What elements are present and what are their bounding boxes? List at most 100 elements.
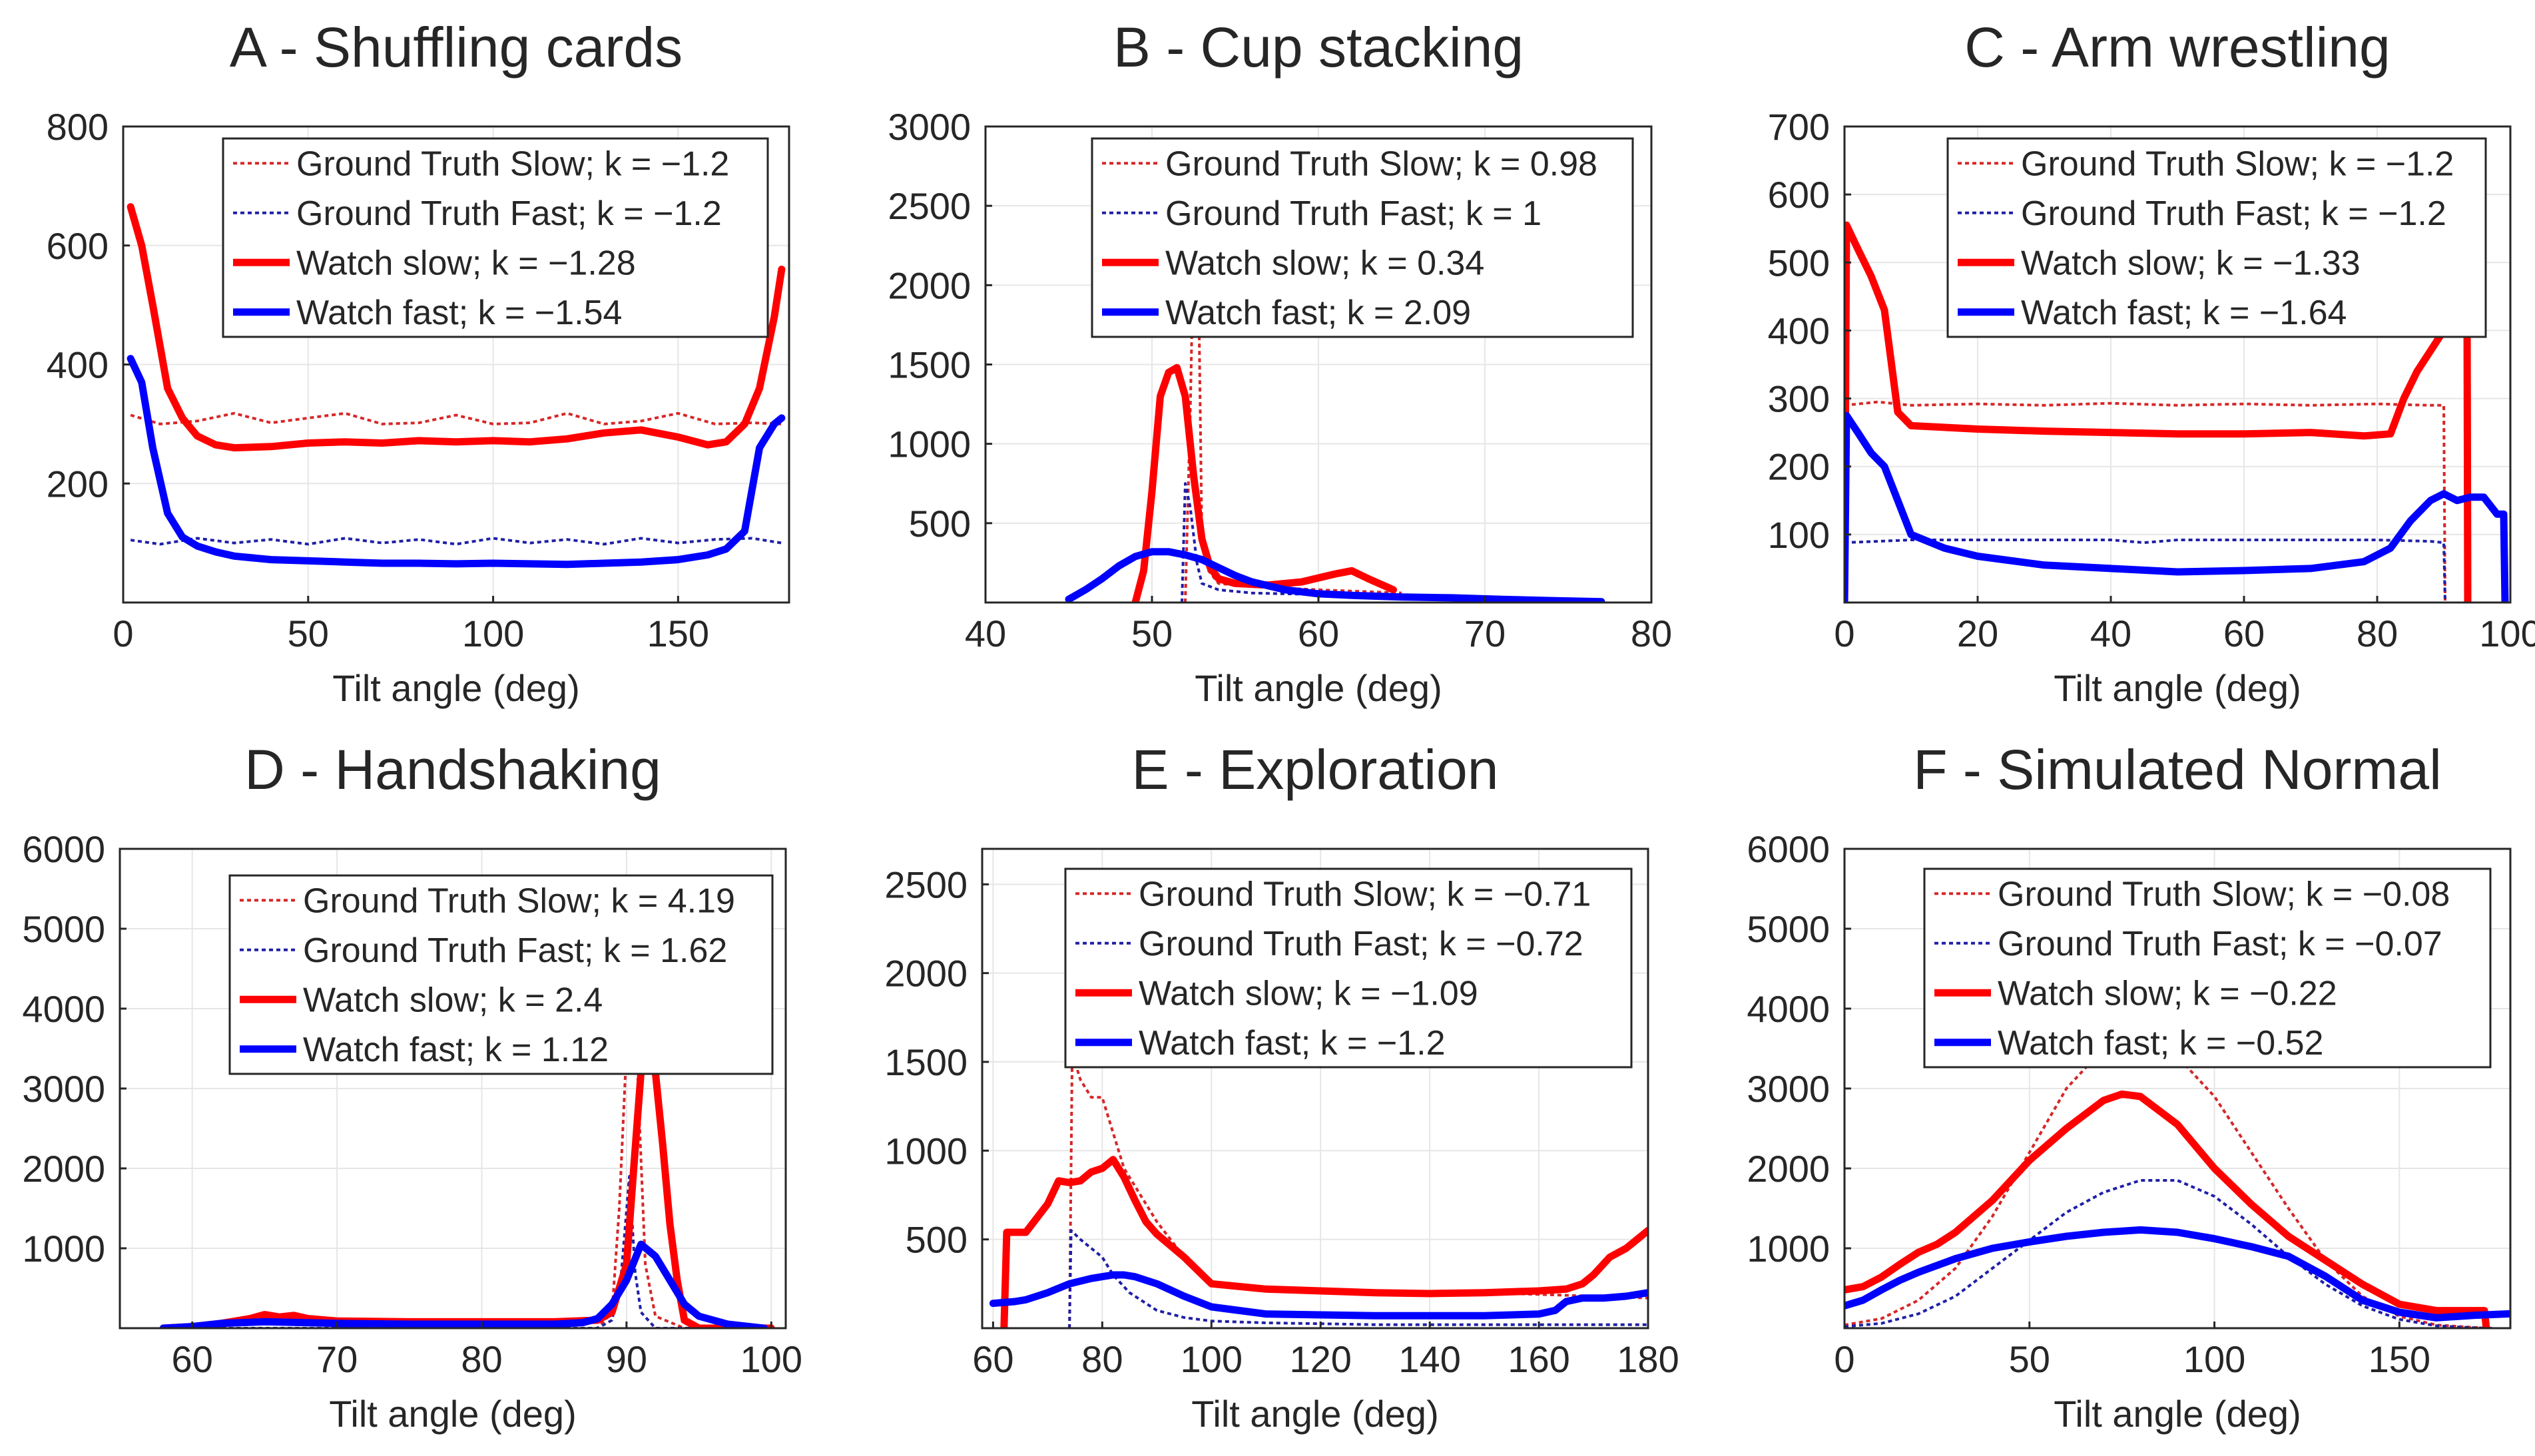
y-tick-label: 700 — [1768, 106, 1830, 148]
legend-entry: Watch fast; k = −0.52 — [1998, 1024, 2323, 1063]
x-tick-label: 50 — [288, 612, 329, 654]
legend-entry: Watch slow; k = 2.4 — [303, 981, 603, 1019]
legend-entry: Watch slow; k = −0.22 — [1998, 974, 2337, 1013]
y-tick-label: 1500 — [888, 344, 971, 386]
legend-box — [228, 874, 774, 1075]
y-tick-label: 2500 — [888, 185, 971, 227]
y-tick-label: 500 — [906, 1219, 968, 1261]
y-tick-label: 2000 — [884, 953, 968, 995]
y-tick-label: 5000 — [22, 908, 105, 950]
legend: Ground Truth Slow; k = −0.08 Ground Truth… — [1923, 867, 2492, 1069]
series-line-ground-truth-fast — [1068, 1229, 1648, 1328]
series-line-ground-truth-fast — [1844, 539, 2446, 603]
series-line-ground-truth-fast — [1181, 482, 1602, 603]
x-tick-label: 50 — [1131, 612, 1173, 654]
legend-entry: Ground Truth Slow; k = 0.98 — [1165, 144, 1597, 183]
chart-title: E - Exploration — [1132, 738, 1499, 801]
y-tick-label: 100 — [1768, 514, 1830, 556]
panel-d-chart: 60 70 80 90 100 1000 2000 3000 4000 5000 6000 Tilt … — [22, 738, 802, 1435]
y-tick-label: 1500 — [884, 1041, 968, 1083]
panel-c-chart: 0 20 40 60 80 100 100 200 300 400 500 600 700 Tilt an… — [1768, 16, 2535, 709]
x-tick-label: 60 — [972, 1338, 1013, 1380]
panel-a-chart: 0 50 100 150 200 400 600 800 Tilt angle (deg) A -… — [47, 16, 790, 709]
x-tick-label: 50 — [2009, 1338, 2050, 1380]
series-line-watch-slow — [1844, 221, 2472, 603]
y-tick-label: 2000 — [888, 264, 971, 306]
legend-entry: Ground Truth Slow; k = −0.08 — [1998, 875, 2450, 913]
x-tick-label: 80 — [2357, 612, 2398, 654]
chart-title: F - Simulated Normal — [1913, 738, 2442, 801]
chart-title: A - Shuffling cards — [230, 16, 683, 79]
y-tick-label: 6000 — [1747, 828, 1830, 870]
x-tick-label: 150 — [647, 612, 709, 654]
legend-entry: Ground Truth Fast; k = 1.62 — [303, 931, 727, 970]
x-tick-label: 0 — [113, 612, 133, 654]
x-tick-label: 0 — [1834, 1338, 1854, 1380]
legend: Ground Truth Slow; k = 0.98 Ground Truth … — [1091, 137, 1634, 338]
x-tick-label: 100 — [1181, 1338, 1243, 1380]
series-line-ground-truth-slow — [1068, 1051, 1648, 1328]
x-axis-label: Tilt angle (deg) — [332, 667, 579, 709]
y-tick-label: 3000 — [888, 106, 971, 148]
legend-entry: Watch slow; k = 0.34 — [1165, 244, 1484, 282]
y-tick-label: 400 — [47, 344, 109, 386]
x-tick-label: 100 — [2479, 612, 2535, 654]
legend-entry: Ground Truth Fast; k = −0.72 — [1139, 925, 1583, 963]
chart-title: C - Arm wrestling — [1964, 16, 2390, 79]
x-axis-label: Tilt angle (deg) — [329, 1393, 576, 1435]
legend-entry: Ground Truth Fast; k = −1.2 — [296, 194, 722, 233]
legend-entry: Ground Truth Slow; k = −0.71 — [1139, 875, 1591, 913]
y-tick-label: 1000 — [1747, 1228, 1830, 1270]
legend-entry: Ground Truth Fast; k = 1 — [1165, 194, 1542, 233]
x-tick-label: 80 — [1631, 612, 1672, 654]
series-line-watch-fast — [127, 355, 786, 569]
series-line-ground-truth-fast — [130, 537, 782, 546]
y-tick-label: 2000 — [22, 1148, 105, 1190]
series-line-ground-truth-fast — [1844, 1179, 2492, 1328]
x-tick-label: 80 — [461, 1338, 502, 1380]
x-tick-label: 60 — [2223, 612, 2265, 654]
series-line-watch-slow — [1131, 364, 1397, 603]
x-axis-label: Tilt angle (deg) — [1191, 1393, 1438, 1435]
x-tick-label: 80 — [1081, 1338, 1123, 1380]
x-tick-label: 100 — [462, 612, 524, 654]
legend-box — [222, 137, 769, 338]
legend-entry: Watch fast; k = 2.09 — [1165, 294, 1471, 332]
x-tick-label: 90 — [606, 1338, 647, 1380]
y-tick-label: 1000 — [884, 1130, 968, 1172]
legend: Ground Truth Slow; k = −1.2 Ground Truth … — [1946, 137, 2487, 338]
x-tick-label: 70 — [316, 1338, 358, 1380]
y-tick-label: 600 — [47, 225, 109, 267]
y-tick-label: 4000 — [1747, 988, 1830, 1030]
legend: Ground Truth Slow; k = −0.71 Ground Truth… — [1064, 867, 1633, 1069]
x-axis-label: Tilt angle (deg) — [2054, 1393, 2301, 1435]
chart-title: D - Handshaking — [244, 738, 661, 801]
axes-box — [1843, 125, 2512, 604]
x-tick-label: 70 — [1464, 612, 1506, 654]
y-tick-label: 3000 — [22, 1068, 105, 1110]
x-axis-label: Tilt angle (deg) — [2054, 667, 2301, 709]
legend-entry: Watch slow; k = −1.33 — [2021, 244, 2361, 282]
legend-box — [1946, 137, 2487, 338]
x-axis-label: Tilt angle (deg) — [1195, 667, 1442, 709]
legend-entry: Ground Truth Fast; k = −1.2 — [2021, 194, 2446, 233]
y-tick-label: 3000 — [1747, 1068, 1830, 1110]
series-line-watch-fast — [1844, 1226, 2510, 1322]
x-tick-label: 40 — [965, 612, 1006, 654]
legend-entry: Watch fast; k = −1.54 — [296, 294, 622, 332]
legend-entry: Ground Truth Slow; k = 4.19 — [303, 881, 735, 920]
series-line-watch-slow — [1844, 1090, 2490, 1328]
y-tick-label: 1000 — [888, 423, 971, 465]
legend-entry: Watch fast; k = 1.12 — [303, 1031, 609, 1069]
legend-entry: Ground Truth Fast; k = −0.07 — [1998, 925, 2442, 963]
x-tick-label: 100 — [740, 1338, 802, 1380]
series-line-watch-fast — [1065, 548, 1605, 603]
panel-f-chart: 0 50 100 150 1000 2000 3000 4000 5000 6000 Tilt an… — [1747, 738, 2512, 1435]
chart-title: B - Cup stacking — [1113, 16, 1524, 79]
y-tick-label: 6000 — [22, 828, 105, 870]
y-tick-label: 500 — [909, 503, 971, 545]
series-line-watch-fast — [1844, 411, 2509, 603]
legend: Ground Truth Slow; k = 4.19 Ground Truth … — [228, 874, 774, 1075]
x-tick-label: 150 — [2369, 1338, 2430, 1380]
x-tick-label: 60 — [1298, 612, 1339, 654]
